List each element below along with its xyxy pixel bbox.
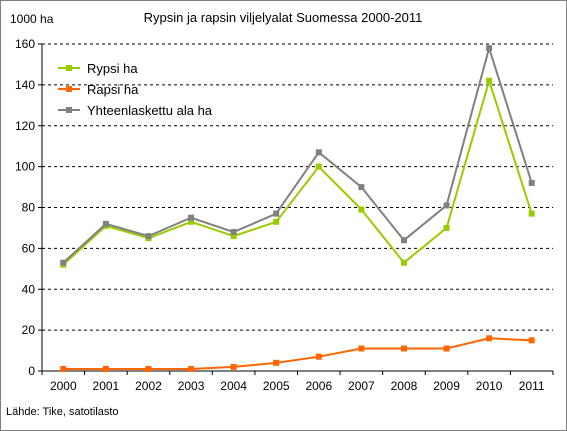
y-tick-label: 120: [15, 119, 35, 133]
y-tick-label: 100: [15, 160, 35, 174]
legend-label: Rapsi ha: [87, 82, 139, 97]
data-point: [528, 179, 535, 186]
data-point: [60, 365, 67, 372]
y-tick-label: 160: [15, 37, 35, 51]
data-point: [443, 224, 450, 231]
series-line: [62, 77, 533, 266]
data-point: [486, 335, 493, 342]
data-point: [60, 259, 67, 266]
data-point: [188, 214, 195, 221]
data-point: [400, 345, 407, 352]
data-point: [145, 233, 152, 240]
data-point: [443, 345, 450, 352]
x-tick-label: 2008: [391, 379, 418, 393]
data-point: [230, 363, 237, 370]
x-tick-label: 2010: [476, 379, 503, 393]
y-tick-labels: 0 20 40 60 80 100 120 140 160: [15, 37, 42, 378]
data-point: [145, 365, 152, 372]
y-tick-label: 0: [28, 364, 35, 378]
data-point: [230, 229, 237, 236]
data-point: [102, 220, 109, 227]
x-tick-label: 2001: [93, 379, 120, 393]
data-point: [315, 353, 322, 360]
data-point: [358, 184, 365, 191]
chart-title: Rypsin ja rapsin viljelyalat Suomessa 20…: [144, 10, 423, 25]
x-tick-label: 2009: [433, 379, 460, 393]
legend-marker: [66, 86, 72, 92]
x-tick-label: 2005: [263, 379, 290, 393]
legend-label: Rypsi ha: [87, 61, 138, 76]
legend-marker: [66, 65, 72, 71]
x-tick-label: 2004: [220, 379, 247, 393]
legend-label: Yhteenlaskettu ala ha: [87, 103, 213, 118]
series-line: [62, 44, 533, 264]
data-point: [358, 345, 365, 352]
data-point: [528, 337, 535, 344]
y-axis-label: 1000 ha: [10, 12, 54, 26]
y-tick-label: 60: [22, 241, 36, 255]
x-tick-label: 2003: [178, 379, 205, 393]
legend-marker: [66, 107, 72, 113]
data-point: [486, 77, 493, 84]
y-tick-label: 40: [22, 282, 36, 296]
x-tick-label: 2000: [50, 379, 77, 393]
data-point: [400, 259, 407, 266]
data-point: [188, 218, 195, 225]
source-note: Lähde: Tike, satotilasto: [6, 406, 119, 418]
data-point: [400, 237, 407, 244]
y-tick-label: 20: [22, 323, 36, 337]
x-tick-label: 2011: [519, 379, 545, 393]
data-point: [528, 210, 535, 217]
data-point: [273, 210, 280, 217]
x-tick-labels: 2000 2001 2002 2003 2004 2005 2006 2007 2008 2009…: [41, 371, 554, 393]
data-point: [188, 365, 195, 372]
legend: Rypsi ha Rapsi ha Yhteenlaskettu ala ha: [58, 61, 213, 118]
data-point: [486, 45, 493, 52]
gridlines: [42, 43, 553, 331]
y-tick-label: 80: [22, 201, 36, 215]
data-point: [443, 202, 450, 209]
data-point: [315, 163, 322, 170]
series-lines: [60, 44, 535, 372]
data-point: [273, 218, 280, 225]
x-tick-label: 2007: [348, 379, 375, 393]
y-tick-label: 140: [15, 78, 35, 92]
x-tick-label: 2006: [305, 379, 332, 393]
data-point: [273, 359, 280, 366]
data-point: [230, 233, 237, 240]
data-point: [315, 149, 322, 156]
data-point: [358, 206, 365, 213]
x-tick-label: 2002: [135, 379, 162, 393]
series-line: [63, 337, 532, 370]
data-point: [102, 365, 109, 372]
